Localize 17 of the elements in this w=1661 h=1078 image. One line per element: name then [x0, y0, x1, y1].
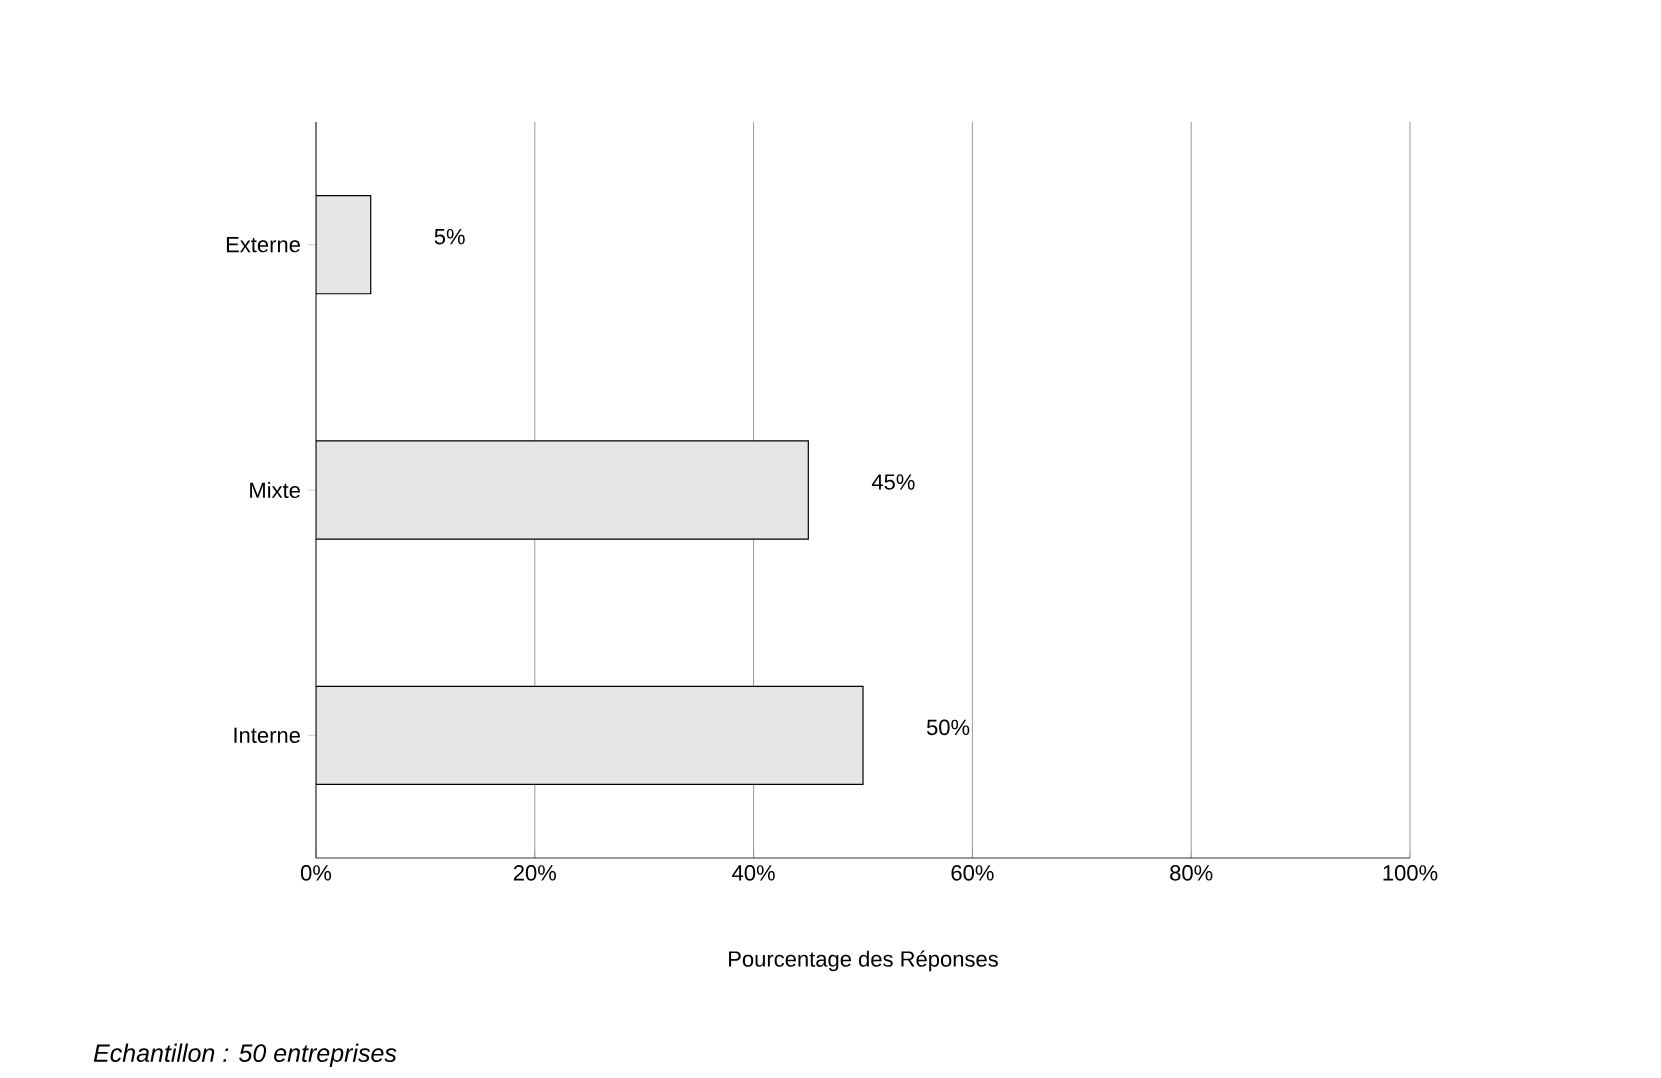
y-tick-label: Externe [226, 237, 300, 253]
y-tick-label: Interne [234, 727, 300, 744]
x-tick-label: 100% [1383, 865, 1438, 881]
x-axis-title: Pourcentage des Réponses [729, 950, 998, 972]
x-tick-label: 40% [732, 865, 775, 881]
x-tick-label: 80% [1170, 865, 1213, 881]
text: Echantillon : 50 entreprises [93, 1043, 397, 1067]
data-label: 5% [434, 228, 465, 245]
data-label: 45% [871, 474, 915, 490]
bar [316, 685, 864, 786]
x-tick-label: 60% [951, 865, 994, 881]
x-tick-label: 0% [300, 865, 332, 881]
y-tick-label: Mixte [250, 481, 300, 499]
bar [316, 195, 372, 295]
bar [316, 440, 809, 540]
data-label: 50% [926, 719, 970, 736]
x-tick-label: 20% [513, 865, 557, 881]
